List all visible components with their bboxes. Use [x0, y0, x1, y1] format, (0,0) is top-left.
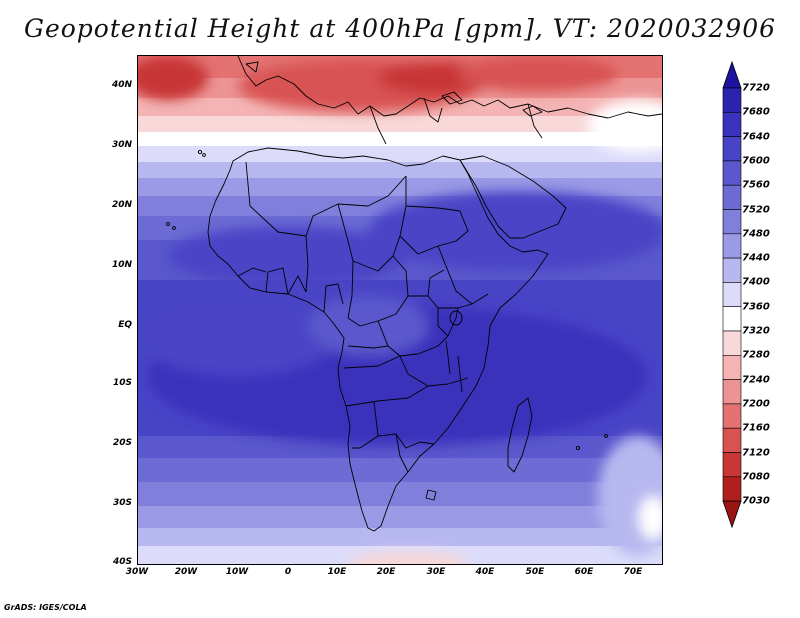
lat-label-eq: EQ [118, 320, 132, 330]
colorbar-label: 7080 [742, 471, 770, 483]
lon-label-30w: 30W [125, 567, 149, 577]
colorbar-label: 7720 [742, 82, 770, 94]
lat-label-40n: 40N [111, 80, 132, 90]
lat-label-30s: 30S [112, 498, 132, 508]
lon-label-20e: 20E [376, 567, 396, 577]
colorbar-label: 7520 [742, 204, 770, 215]
colorbar-segment [722, 111, 742, 137]
colorbar-segment [722, 354, 742, 380]
colorbar-segment [722, 184, 742, 210]
lon-label-0: 0 [284, 567, 292, 577]
map-title: Geopotential Height at 400hPa [gpm], VT:… [23, 14, 777, 43]
colorbar-label: 7320 [742, 325, 770, 337]
lon-label-20w: 20W [174, 567, 198, 577]
lat-label-30n: 30N [111, 140, 132, 150]
lat-label-20s: 20S [112, 438, 132, 448]
colorbar-label: 7400 [742, 276, 770, 288]
colorbar-segment [722, 87, 742, 113]
colorbar-label: 7640 [742, 131, 770, 143]
colorbar-segment [722, 306, 742, 332]
colorbar-segment [722, 136, 742, 162]
colorbar-segment [722, 379, 742, 405]
colorbar-label: 7440 [742, 252, 770, 264]
lon-label-30e: 30E [426, 567, 446, 577]
map-plot-area [137, 55, 663, 565]
lon-label-10e: 10E [327, 567, 347, 577]
colorbar-segment [722, 330, 742, 356]
lon-label-50e: 50E [525, 567, 545, 577]
colorbar-label: 7680 [742, 106, 770, 118]
colorbar-segment [722, 427, 742, 453]
colorbar-segment [722, 476, 742, 502]
colorbar-svg [722, 60, 742, 529]
lon-label-40e: 40E [475, 567, 495, 577]
colorbar-segment [722, 257, 742, 283]
lat-label-20n: 20N [111, 200, 132, 210]
colorbar-segment [722, 452, 742, 478]
colorbar-segment [722, 233, 742, 259]
colorbar-label: 7360 [742, 301, 770, 313]
colorbar-label: 7160 [742, 422, 770, 434]
lon-label-60e: 60E [574, 567, 594, 577]
colorbar-segment [722, 403, 742, 429]
lon-label-70e: 70E [623, 567, 643, 577]
colorbar-label: 7200 [742, 398, 770, 410]
lat-label-40s: 40S [112, 557, 132, 567]
colorbar-label: 7280 [742, 349, 770, 361]
colorbar-label: 7240 [742, 374, 770, 386]
colorbar-segment [722, 160, 742, 186]
colorbar-label: 7560 [742, 179, 770, 191]
colorbar-top-arrow [722, 60, 742, 89]
colorbar-label: 7600 [742, 155, 770, 167]
lat-label-10s: 10S [112, 378, 132, 388]
colorbar-segment [722, 209, 742, 235]
colorbar-bottom-arrow [722, 500, 742, 529]
colorbar-label: 7030 [742, 495, 770, 507]
colorbar-label: 7120 [742, 447, 770, 458]
lon-label-10w: 10W [225, 567, 249, 577]
colorbar-label: 7480 [742, 228, 770, 240]
footer-credit: GrADS: IGES/COLA [4, 603, 87, 612]
lat-label-10n: 10N [111, 260, 132, 270]
colorbar-segment [722, 282, 742, 307]
